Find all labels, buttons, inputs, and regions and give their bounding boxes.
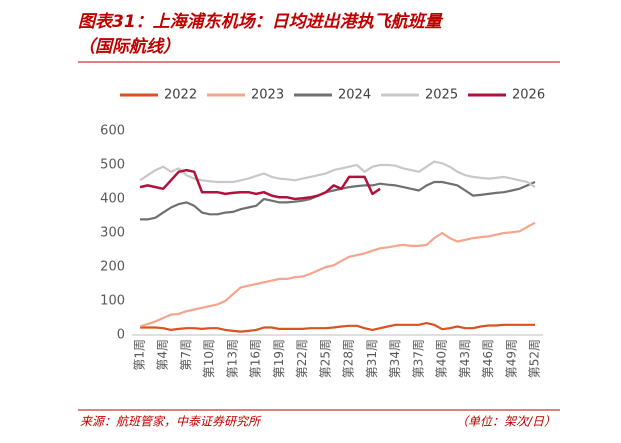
legend-label: 2024 [338,88,371,103]
unit: （单位：架次/日） [456,415,556,429]
x-tick-label: 第7周 [179,339,193,371]
chart-subtitle: （国际航线） [78,37,180,57]
x-tick-label: 第4周 [156,339,170,371]
series-line [140,322,535,333]
x-tick-label: 第34周 [388,339,402,378]
y-tick-label: 0 [117,328,125,343]
x-tick-label: 第28周 [342,339,356,378]
legend-label: 2025 [425,88,458,103]
chart-title: 图表31：上海浦东机场：日均进出港执飞航班量 [78,12,444,32]
x-tick-label: 第22周 [295,339,309,378]
x-tick-label: 第43周 [458,339,472,378]
x-tick-label: 第40周 [435,339,449,378]
x-tick-label: 第16周 [249,339,263,378]
y-tick-label: 400 [100,192,125,207]
series-line [139,168,381,201]
x-tick-label: 第10周 [202,339,216,378]
x-tick-label: 第46周 [481,339,495,378]
source: 来源：航班管家，中泰证券研究所 [80,415,262,429]
x-tick-label: 第49周 [504,339,518,378]
legend-label: 2023 [251,88,284,103]
series-line [139,221,536,328]
legend-label: 2026 [512,88,545,103]
y-tick-label: 300 [100,226,125,241]
legend-label: 2022 [164,88,197,103]
series-line [139,160,536,189]
x-tick-label: 第13周 [225,339,239,378]
x-tick-label: 第52周 [528,339,542,378]
y-tick-label: 200 [100,260,125,275]
y-tick-label: 500 [100,158,125,173]
x-tick-label: 第25周 [318,339,332,378]
x-tick-label: 第37周 [411,339,425,378]
y-tick-label: 100 [100,294,125,309]
y-tick-label: 600 [100,124,125,139]
x-tick-label: 第31周 [365,339,379,378]
series-line [140,180,536,221]
x-tick-label: 第1周 [133,339,147,371]
x-tick-label: 第19周 [272,339,286,378]
